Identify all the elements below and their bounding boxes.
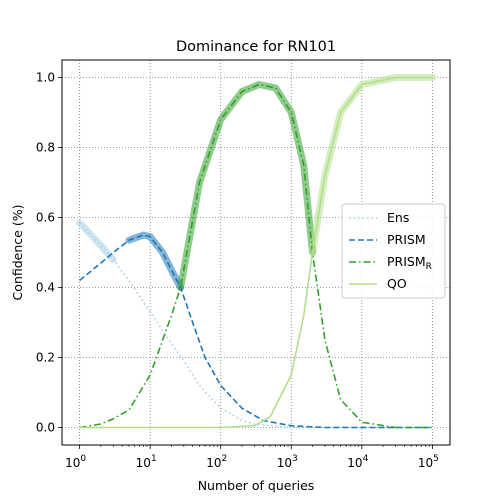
series-line-1 <box>79 234 433 429</box>
x-tick-label: 103 <box>277 454 298 470</box>
x-tick-label: 100 <box>65 454 86 470</box>
dominance-band <box>76 219 117 263</box>
legend-label: QO <box>387 276 407 291</box>
x-tick-label: 102 <box>206 454 227 470</box>
series-layer <box>79 76 433 429</box>
plot-frame <box>61 59 451 446</box>
legend-label: PRISMR <box>387 254 432 272</box>
legend-label: Ens <box>387 210 409 225</box>
x-tick-label: 101 <box>136 454 157 470</box>
y-tick-label: 0.2 <box>36 351 55 365</box>
series-line-2 <box>79 83 433 429</box>
chart-title: Dominance for RN101 <box>176 39 336 55</box>
y-tick-label: 0.4 <box>36 281 55 295</box>
x-axis-label: Number of queries <box>198 478 315 493</box>
y-tick-label: 0.0 <box>36 421 55 435</box>
x-tick-label: 104 <box>347 454 368 470</box>
axes: 100 101 102 103 104 105 0.0 0.2 0.4 0.6 0.8 1.0 <box>36 71 439 471</box>
dominance-band <box>177 81 317 291</box>
y-tick-label: 0.6 <box>36 211 55 225</box>
x-tick-label: 105 <box>418 454 439 470</box>
legend: Ens PRISM PRISMR QO <box>341 203 446 299</box>
series-line-3 <box>79 76 433 429</box>
legend-box <box>341 203 446 299</box>
y-axis-label: Confidence (%) <box>10 205 25 301</box>
legend-label: PRISM <box>387 232 426 247</box>
y-tick-label: 0.8 <box>36 141 55 155</box>
series-line-0 <box>79 222 433 429</box>
y-tick-label: 1.0 <box>36 71 55 85</box>
